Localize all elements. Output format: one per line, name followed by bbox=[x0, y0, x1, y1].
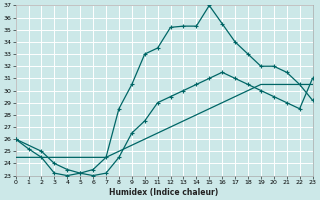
X-axis label: Humidex (Indice chaleur): Humidex (Indice chaleur) bbox=[109, 188, 219, 197]
